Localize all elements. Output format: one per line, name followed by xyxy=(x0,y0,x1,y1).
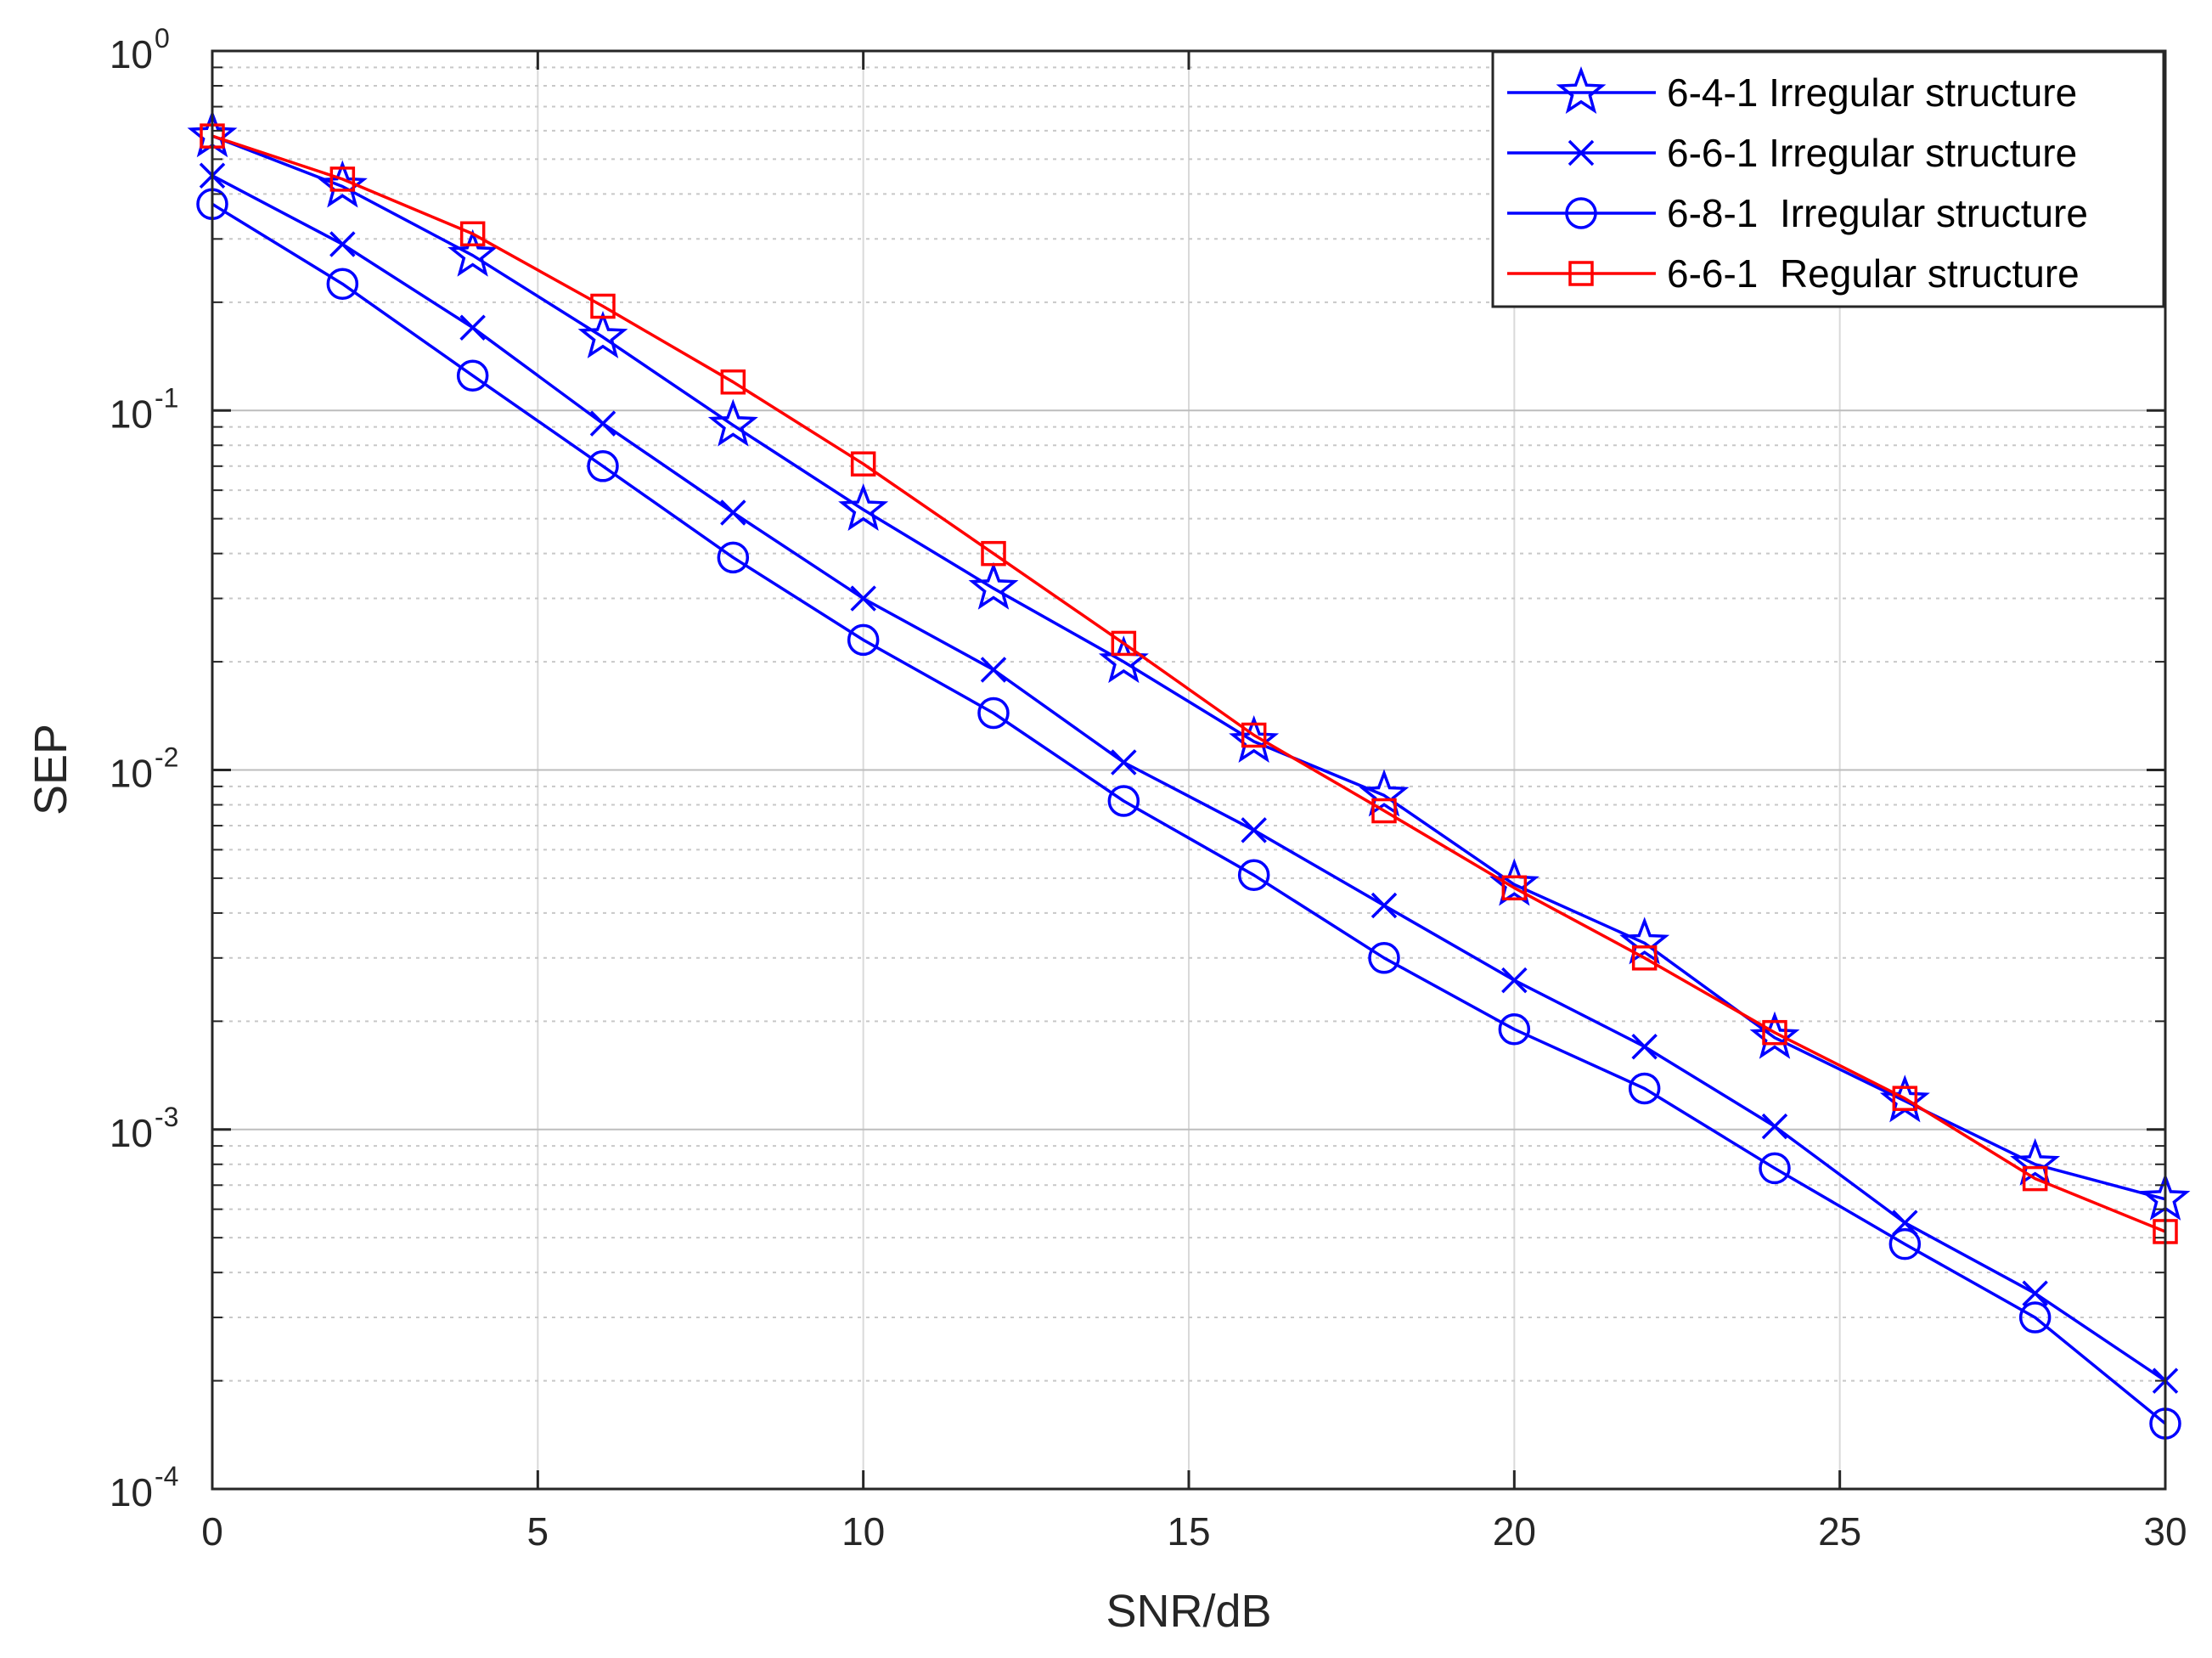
legend-marker xyxy=(1556,65,1607,115)
data-point xyxy=(1892,1086,1918,1111)
data-point xyxy=(317,160,368,208)
y-tick-label-exponent: -2 xyxy=(155,742,178,773)
data-point xyxy=(1501,875,1528,901)
grid xyxy=(212,51,2165,1489)
y-tick-label: 10 xyxy=(110,32,153,76)
data-point xyxy=(838,483,889,532)
data-point xyxy=(1628,1072,1661,1105)
data-point xyxy=(2022,1165,2048,1192)
legend-marker xyxy=(1568,261,1594,286)
data-point xyxy=(1111,749,1137,775)
x-tick-label: 25 xyxy=(1818,1509,1861,1554)
data-point xyxy=(590,293,616,319)
data-point xyxy=(1501,967,1528,994)
data-point xyxy=(1759,1152,1791,1185)
x-tick-label: 15 xyxy=(1167,1509,1210,1554)
y-tick-label: 10 xyxy=(110,392,153,436)
data-point xyxy=(977,696,1010,730)
legend-item: 6-8-1 Irregular structure xyxy=(1507,191,2088,235)
data-point xyxy=(1619,916,1670,965)
y-tick-label-exponent: -1 xyxy=(155,382,178,413)
data-point xyxy=(1888,1227,1922,1260)
legend: 6-4-1 Irregular structure 6-6-1 Irregular… xyxy=(1491,50,2165,308)
data-point xyxy=(1368,942,1400,974)
y-tick-label: 10 xyxy=(110,1470,153,1514)
data-point xyxy=(707,398,758,447)
data-point xyxy=(589,410,616,437)
series-layer xyxy=(187,110,2191,1440)
y-tick-label: 10 xyxy=(110,1111,153,1155)
data-point xyxy=(326,268,359,300)
y-tick-label-exponent: -4 xyxy=(155,1461,178,1492)
data-point xyxy=(456,359,489,392)
data-point xyxy=(1762,1019,1787,1046)
data-point xyxy=(1241,817,1267,843)
y-axis-title: SEP xyxy=(25,724,76,815)
data-point xyxy=(1631,1033,1658,1060)
data-point xyxy=(1237,859,1270,892)
x-tick-label: 0 xyxy=(201,1509,223,1554)
data-point xyxy=(459,221,486,247)
legend-box xyxy=(1491,50,2165,308)
x-tick-label: 10 xyxy=(841,1509,885,1554)
data-point xyxy=(459,314,486,341)
data-point xyxy=(1749,1011,1800,1059)
data-point xyxy=(720,369,746,395)
x-axis-title: SNR/dB xyxy=(1106,1586,1271,1637)
data-point xyxy=(329,231,356,257)
series-line xyxy=(211,134,2166,1233)
legend-marker xyxy=(1568,139,1595,166)
x-tick-label: 30 xyxy=(2143,1509,2187,1554)
data-point xyxy=(447,228,498,277)
data-point xyxy=(717,541,750,574)
data-point xyxy=(1631,945,1658,971)
data-point xyxy=(1111,630,1137,657)
legend-item: 6-4-1 Irregular structure xyxy=(1507,65,2077,115)
data-point xyxy=(847,623,880,657)
y-tick-label-exponent: 0 xyxy=(155,23,170,54)
x-tick-label: 5 xyxy=(527,1509,549,1554)
series-line xyxy=(211,134,2166,1201)
data-point xyxy=(968,561,1019,610)
series-line xyxy=(211,202,2167,1425)
legend-label: 6-6-1 Regular structure xyxy=(1667,251,2080,296)
data-point xyxy=(577,310,628,358)
data-point xyxy=(1107,785,1140,817)
data-point xyxy=(1761,1113,1788,1140)
data-point xyxy=(1498,1013,1531,1046)
data-point xyxy=(2022,1280,2048,1306)
legend-marker xyxy=(1565,197,1597,229)
series-line xyxy=(211,174,2166,1383)
legend-label: 6-4-1 Irregular structure xyxy=(1667,70,2077,115)
data-point xyxy=(1229,715,1280,764)
legend-item: 6-6-1 Regular structure xyxy=(1507,251,2080,296)
data-point xyxy=(2018,1301,2052,1334)
y-tick-label: 10 xyxy=(110,752,153,796)
legend-item: 6-6-1 Irregular structure xyxy=(1507,131,2077,175)
data-point xyxy=(2010,1137,2061,1186)
data-point xyxy=(980,657,1007,683)
data-point xyxy=(1241,722,1267,748)
data-point xyxy=(329,166,356,192)
data-point xyxy=(720,499,746,526)
data-point xyxy=(1359,769,1410,817)
series-2 xyxy=(199,162,2179,1394)
x-tick-label: 20 xyxy=(1493,1509,1536,1554)
y-tick-label-exponent: -3 xyxy=(155,1102,178,1132)
legend-label: 6-6-1 Irregular structure xyxy=(1667,131,2077,175)
data-point xyxy=(850,451,876,477)
series-1 xyxy=(187,110,2191,1221)
legend-label: 6-8-1 Irregular structure xyxy=(1667,191,2088,235)
data-point xyxy=(587,450,619,482)
data-point xyxy=(850,585,876,612)
data-point xyxy=(1371,892,1398,919)
data-point xyxy=(981,540,1006,567)
data-point xyxy=(1371,798,1397,824)
